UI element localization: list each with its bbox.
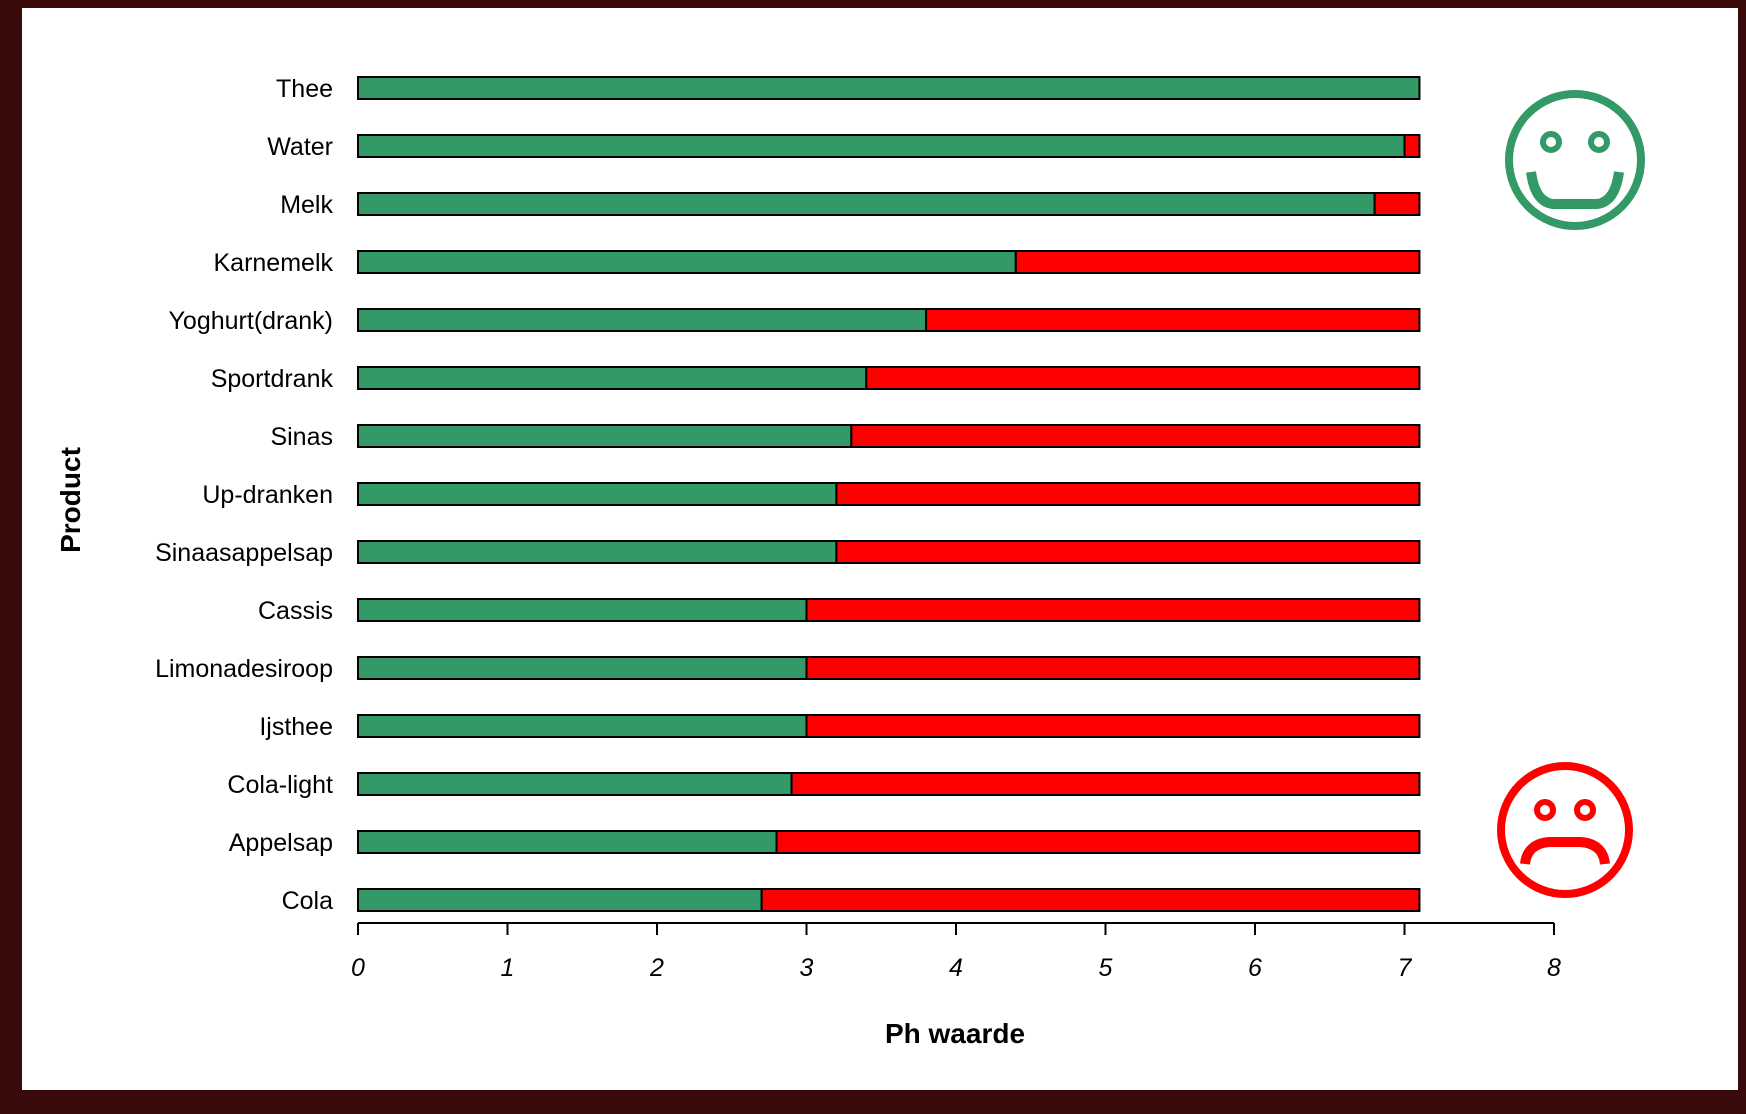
- bar-segment-2-3: [1014, 250, 1421, 274]
- category-label: Sinas: [270, 423, 333, 451]
- x-tick-label: 6: [1248, 954, 1262, 982]
- bar-segment-1-9: [357, 598, 808, 622]
- bar-segment-1-3: [357, 250, 1017, 274]
- bar-segment-1-13: [357, 830, 778, 854]
- x-tick-label: 5: [1099, 954, 1113, 982]
- category-label: Cassis: [258, 597, 333, 625]
- bar-segment-2-7: [835, 482, 1421, 506]
- bar-segment-2-12: [790, 772, 1421, 796]
- bar-segment-2-14: [760, 888, 1421, 912]
- x-tick-label: 1: [501, 954, 515, 982]
- category-label: Thee: [276, 75, 333, 103]
- y-axis-title: Product: [55, 447, 86, 553]
- bar-segment-2-13: [775, 830, 1421, 854]
- bar-segment-1-4: [357, 308, 928, 332]
- category-label: Yoghurt(drank): [169, 307, 333, 335]
- category-label: Water: [267, 133, 333, 161]
- bar-segment-2-10: [805, 656, 1421, 680]
- bar-segment-1-8: [357, 540, 838, 564]
- x-axis-title: Ph waarde: [885, 1018, 1025, 1049]
- x-tick-label: 7: [1398, 954, 1413, 982]
- bar-segment-2-6: [850, 424, 1421, 448]
- bar-segment-1-11: [357, 714, 808, 738]
- category-label: Karnemelk: [214, 249, 334, 277]
- bar-segment-1-14: [357, 888, 763, 912]
- category-label: Limonadesiroop: [155, 655, 333, 683]
- x-tick-label: 0: [351, 954, 365, 982]
- sad-smiley-icon: [1497, 762, 1633, 898]
- category-label: Cola-light: [227, 771, 333, 799]
- bar-segment-1-6: [357, 424, 853, 448]
- x-tick-label: 8: [1547, 954, 1561, 982]
- category-label: Appelsap: [229, 829, 333, 857]
- x-axis: 0 1 2 3 4 5 6 7 8: [351, 922, 1561, 982]
- bar-segment-2-4: [925, 308, 1421, 332]
- bar-segment-2-2: [1373, 192, 1421, 216]
- happy-smiley-icon: [1505, 90, 1645, 230]
- category-label: Up-dranken: [202, 481, 333, 509]
- category-label: Sinaasappelsap: [155, 539, 333, 567]
- bar-segment-2-1: [1403, 134, 1421, 158]
- bar-segment-1-5: [357, 366, 868, 390]
- category-labels: Thee Water Melk Karnemelk Yoghurt(drank) Spor…: [155, 75, 333, 915]
- bars-layer: [357, 76, 1421, 912]
- bar-segment-1-12: [357, 772, 793, 796]
- x-tick-label: 2: [649, 954, 664, 982]
- bar-segment-1-10: [357, 656, 808, 680]
- category-label: Melk: [280, 191, 333, 219]
- category-label: Sportdrank: [211, 365, 334, 393]
- category-label: Cola: [282, 887, 334, 915]
- bar-segment-1-2: [357, 192, 1376, 216]
- x-tick-label: 3: [800, 954, 814, 982]
- bar-segment-2-8: [835, 540, 1421, 564]
- bar-segment-1-1: [357, 134, 1406, 158]
- bar-segment-2-9: [805, 598, 1421, 622]
- bar-segment-2-11: [805, 714, 1421, 738]
- bar-segment-1-7: [357, 482, 838, 506]
- bar-segment-2-5: [865, 366, 1421, 390]
- x-tick-label: 4: [949, 954, 963, 982]
- bar-segment-1-0: [357, 76, 1421, 100]
- category-label: Ijsthee: [259, 713, 333, 741]
